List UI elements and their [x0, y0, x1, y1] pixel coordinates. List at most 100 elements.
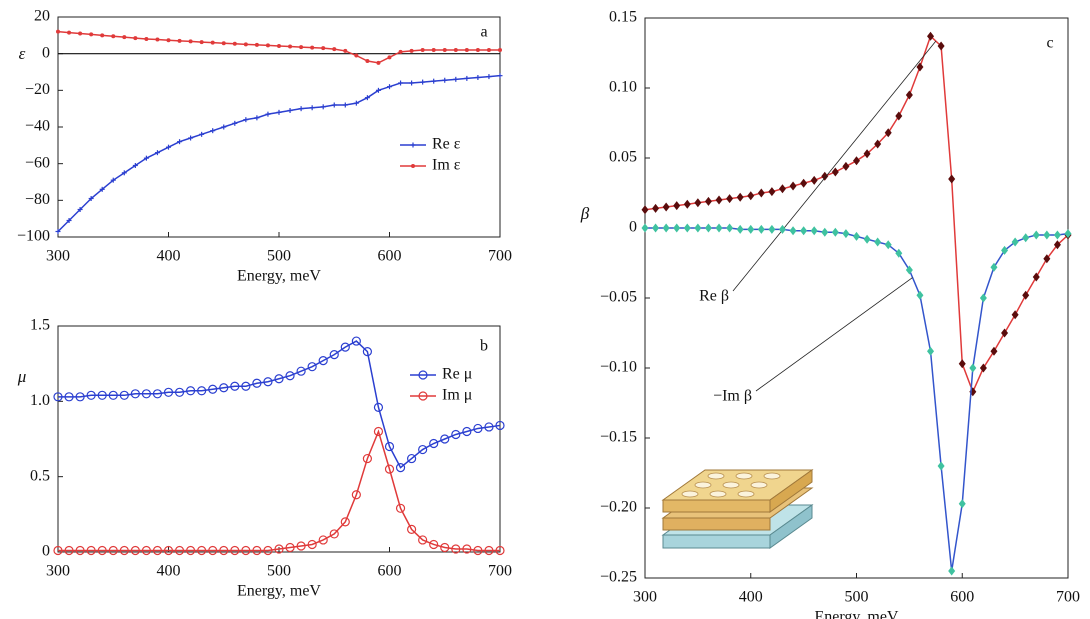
series-line [645, 36, 1068, 392]
marker [56, 30, 60, 34]
marker [938, 462, 945, 471]
marker [737, 225, 744, 234]
marker [277, 44, 281, 48]
marker [842, 162, 849, 171]
marker [1043, 231, 1050, 240]
x-tick-label: 300 [46, 248, 70, 265]
marker [853, 232, 860, 241]
marker [694, 224, 701, 233]
marker [705, 197, 712, 206]
marker [254, 115, 259, 120]
marker [376, 61, 380, 65]
marker [800, 226, 807, 235]
marker [409, 81, 414, 86]
x-tick-label: 400 [739, 589, 763, 606]
marker [684, 200, 691, 209]
marker [842, 229, 849, 238]
marker [200, 40, 204, 44]
legend-label: Im μ [442, 387, 472, 404]
marker [265, 112, 270, 117]
panel: 30040050060070000.51.01.5Energy, meVμbRe… [17, 317, 512, 600]
marker [758, 225, 765, 234]
x-tick-label: 600 [378, 248, 402, 265]
marker [747, 225, 754, 234]
marker [453, 77, 458, 82]
marker [89, 32, 93, 36]
y-tick-label: 0 [629, 219, 637, 236]
marker [288, 45, 292, 49]
y-tick-label: 0.10 [609, 79, 637, 96]
y-tick-label: 1.0 [30, 392, 50, 409]
marker [354, 101, 359, 106]
marker [726, 224, 733, 233]
marker [906, 91, 913, 100]
marker [747, 191, 754, 200]
marker [365, 59, 369, 63]
marker [255, 43, 259, 47]
marker [155, 150, 160, 155]
marker [388, 55, 392, 59]
panel-letter: c [1046, 35, 1053, 52]
marker [332, 47, 336, 51]
series-line [58, 431, 500, 550]
marker [864, 235, 871, 244]
marker [790, 182, 797, 191]
marker [221, 125, 226, 130]
series-line [58, 341, 500, 468]
marker [166, 145, 171, 150]
x-tick-label: 400 [157, 248, 181, 265]
panel: 300400500600700−100−80−60−40−20020Energy… [17, 8, 512, 285]
structure-inset [663, 470, 812, 548]
marker [111, 34, 115, 38]
figure: 300400500600700−100−80−60−40−20020Energy… [0, 0, 1090, 619]
legend-label: −Im β [713, 388, 752, 405]
marker [694, 198, 701, 207]
marker [354, 54, 358, 58]
marker [321, 104, 326, 109]
x-tick-label: 500 [845, 589, 869, 606]
marker [243, 117, 248, 122]
marker [652, 204, 659, 213]
marker [465, 48, 469, 52]
marker [874, 238, 881, 247]
marker [737, 193, 744, 202]
marker [476, 48, 480, 52]
legend-label: Re μ [442, 366, 472, 383]
x-tick-label: 700 [488, 563, 512, 580]
marker [498, 48, 502, 52]
y-axis-label: μ [17, 367, 27, 386]
y-tick-label: −40 [25, 118, 50, 135]
y-tick-label: −0.25 [600, 569, 637, 586]
marker [387, 84, 392, 89]
legend-label: Re ε [432, 136, 461, 153]
marker [768, 187, 775, 196]
marker [663, 203, 670, 212]
y-tick-label: 0 [42, 543, 50, 560]
marker [498, 73, 503, 78]
y-tick-label: −100 [17, 228, 50, 245]
marker [199, 132, 204, 137]
marker [916, 291, 923, 300]
marker [853, 156, 860, 165]
marker [885, 240, 892, 249]
marker [244, 42, 248, 46]
marker [321, 46, 325, 50]
marker [1022, 233, 1029, 242]
panel: 300400500600700−0.25−0.20−0.15−0.10−0.05… [580, 9, 1080, 619]
marker [343, 49, 347, 53]
leader-line [756, 278, 913, 391]
x-tick-label: 600 [950, 589, 974, 606]
marker [310, 105, 315, 110]
marker [821, 228, 828, 237]
marker [948, 175, 955, 184]
marker [1054, 231, 1061, 240]
y-axis-label: ε [19, 44, 26, 63]
marker [343, 103, 348, 108]
marker [443, 48, 447, 52]
leader-line [733, 41, 936, 291]
marker [642, 205, 649, 214]
x-tick-label: 300 [633, 589, 657, 606]
marker [155, 38, 159, 42]
marker [431, 79, 436, 84]
marker [790, 226, 797, 235]
